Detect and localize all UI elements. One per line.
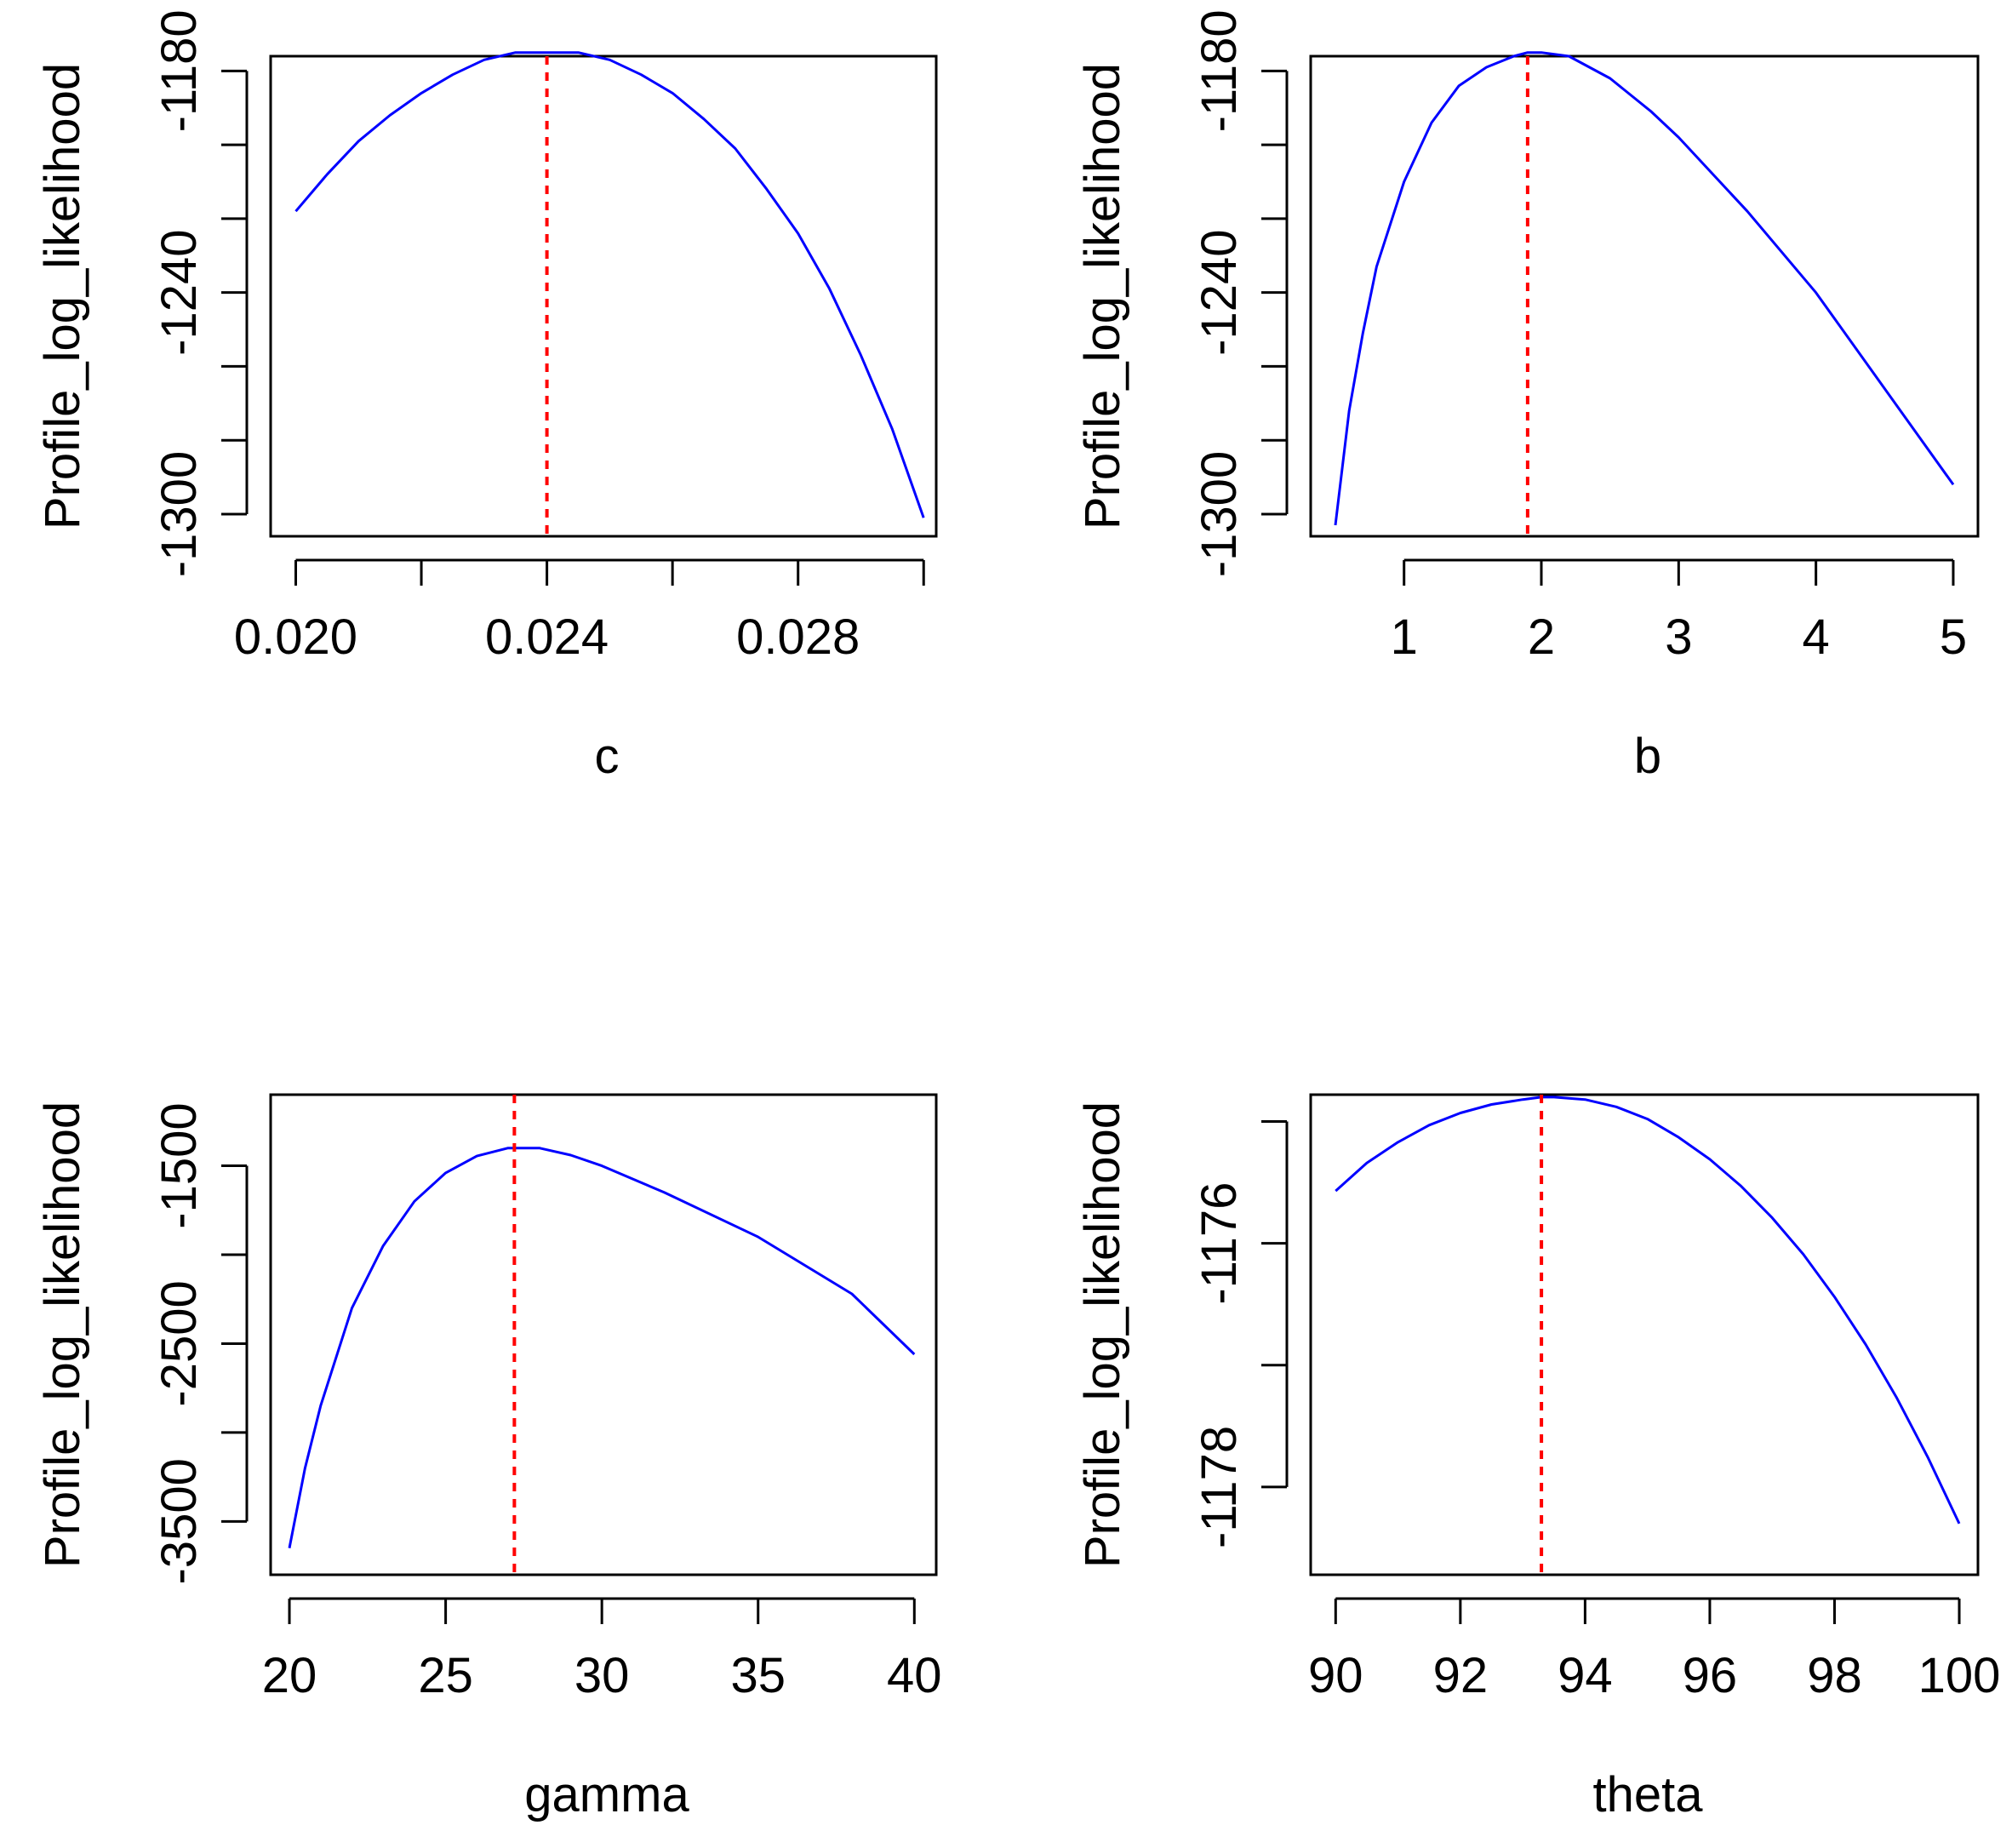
x-tick-label: 100 <box>1918 1648 2001 1703</box>
x-tick-label: 20 <box>262 1648 317 1703</box>
y-tick-label: -1240 <box>151 229 207 355</box>
plot-frame <box>1309 54 1980 538</box>
x-tick-label: 5 <box>1940 609 1967 665</box>
profile-likelihood-curve <box>1334 51 1955 526</box>
y-tick-label: -1176 <box>1192 1182 1247 1305</box>
profile-likelihood-curve <box>288 1147 916 1548</box>
y-tick-label: -1300 <box>151 451 207 577</box>
y-axis-title: Profile_log_likelihood <box>35 1101 90 1568</box>
x-tick-label: 4 <box>1803 609 1830 665</box>
y-axis-title: Profile_log_likelihood <box>1075 63 1130 529</box>
x-tick-label: 25 <box>418 1648 473 1703</box>
panel-b: 1 2 3 4 5 -1180 -1240 -1300 b Profile_log_likelih… <box>1075 9 1980 784</box>
x-tick-label: 0.028 <box>736 609 860 665</box>
y-tick-label: -1300 <box>1192 451 1247 577</box>
x-axis-title: theta <box>1593 1767 1704 1822</box>
x-axis-title: gamma <box>524 1767 689 1822</box>
profile-likelihood-curve <box>294 51 925 518</box>
plot-frame <box>1309 1093 1980 1576</box>
y-tick-label: -2500 <box>151 1280 207 1406</box>
x-tick-label: 98 <box>1807 1648 1862 1703</box>
y-tick-label: -1178 <box>1192 1426 1247 1548</box>
panel-theta: 90 92 94 96 98 100 -1176 -1178 theta Profile_log_… <box>1075 1093 2001 1822</box>
x-tick-label: 35 <box>730 1648 786 1703</box>
x-tick-label: 3 <box>1665 609 1692 665</box>
y-axis-title: Profile_log_likelihood <box>1075 1101 1130 1568</box>
x-tick-label: 1 <box>1391 609 1418 665</box>
y-tick-label: -1500 <box>151 1102 207 1228</box>
x-axis-title: c <box>595 729 620 784</box>
x-tick-label: 40 <box>887 1648 942 1703</box>
panel-gamma: 20 25 30 35 40 -1500 -2500 -3500 gamma Profile_lo… <box>35 1093 942 1822</box>
x-tick-label: 96 <box>1683 1648 1738 1703</box>
x-tick-label: 90 <box>1308 1648 1363 1703</box>
y-tick-label: -3500 <box>151 1458 207 1584</box>
x-tick-label: 2 <box>1528 609 1555 665</box>
y-tick-label: -1180 <box>1192 9 1247 132</box>
x-tick-label: 0.024 <box>485 609 609 665</box>
plot-frame <box>269 1093 938 1576</box>
x-tick-label: 94 <box>1558 1648 1613 1703</box>
x-tick-label: 30 <box>574 1648 630 1703</box>
y-tick-label: -1180 <box>151 9 207 132</box>
plot-frame <box>269 54 938 538</box>
y-axis-title: Profile_log_likelihood <box>35 63 90 529</box>
profile-likelihood-curve <box>1335 1096 1961 1525</box>
x-axis-title: b <box>1634 729 1661 784</box>
y-tick-label: -1240 <box>1192 229 1247 355</box>
x-tick-label: 0.020 <box>234 609 357 665</box>
panel-c: 0.020 0.024 0.028 -1180 -1240 -1300 c Profile_l… <box>35 9 938 784</box>
x-tick-label: 92 <box>1433 1648 1489 1703</box>
